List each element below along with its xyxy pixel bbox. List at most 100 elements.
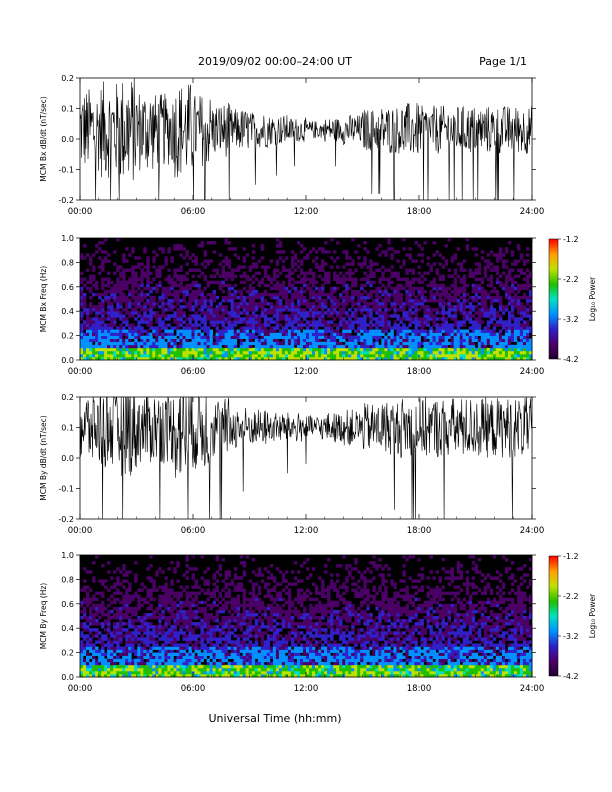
spectrogram-cell	[504, 274, 509, 278]
spectrogram-cell	[489, 335, 494, 339]
spectrogram-cell	[122, 347, 126, 352]
spectrogram-cell	[290, 283, 295, 288]
spectrogram-cell	[107, 622, 111, 626]
spectrogram-cell	[116, 280, 120, 285]
spectrogram-cell	[269, 335, 274, 339]
y-tick-label: 1.0	[61, 234, 74, 243]
spectrogram-cell	[290, 353, 295, 358]
spectrogram-cell	[119, 634, 123, 638]
spectrogram-cell	[140, 637, 144, 641]
spectrogram-cell	[272, 308, 277, 312]
spectrogram-cell	[456, 335, 461, 339]
spectrogram-cell	[474, 323, 479, 327]
spectrogram-cell	[152, 579, 156, 583]
spectrogram-cell	[137, 597, 141, 602]
spectrogram-cell	[408, 350, 412, 355]
spectrogram-cell	[420, 289, 424, 294]
spectrogram-cell	[110, 302, 114, 306]
spectrogram-cell	[80, 271, 84, 275]
spectrogram-cell	[483, 350, 488, 355]
spectrogram-cell	[104, 259, 108, 263]
spectrogram-cell	[411, 332, 415, 336]
spectrogram-cell	[297, 341, 301, 346]
spectrogram-cell	[143, 265, 147, 269]
spectrogram-cell	[516, 302, 521, 306]
spectrogram-cell	[128, 338, 132, 342]
spectrogram-cell	[327, 350, 331, 355]
spectrogram-cell	[179, 268, 183, 272]
spectrogram-cell	[98, 655, 102, 659]
spectrogram-cell	[185, 338, 189, 342]
spectrogram-cell	[284, 302, 289, 306]
spectrogram-cell	[462, 292, 467, 297]
spectrogram-cell	[483, 332, 488, 336]
spectrogram-cell	[441, 323, 445, 327]
spectrogram-cell	[173, 274, 177, 278]
spectrogram-cell	[173, 619, 177, 623]
spectrogram-cell	[200, 244, 204, 248]
spectrogram-cell	[384, 277, 388, 281]
spectrogram-cell	[224, 332, 228, 336]
spectrogram-cell	[251, 289, 256, 294]
spectrogram-cell	[297, 338, 301, 342]
spectrogram-cell	[209, 640, 213, 644]
spectrogram-cell	[200, 674, 204, 678]
spectrogram-cell	[519, 256, 524, 260]
spectrogram-cell	[360, 335, 364, 339]
spectrogram-cell	[89, 332, 93, 336]
spectrogram-cell	[236, 332, 241, 336]
spectrogram-cell	[453, 253, 458, 257]
spectrogram-cell	[281, 326, 286, 330]
spectrogram-cell	[254, 271, 259, 275]
spectrogram-cell	[498, 302, 503, 306]
spectrogram-cell	[122, 667, 126, 672]
spectrogram-cell	[95, 308, 99, 312]
spectrogram-cell	[188, 344, 192, 349]
spectrogram-cell	[372, 323, 376, 327]
spectrogram-cell	[348, 317, 352, 321]
spectrogram-cell	[179, 655, 183, 659]
spectrogram-cell	[113, 637, 117, 641]
spectrogram-cell	[504, 250, 509, 254]
spectrogram-cell	[92, 292, 96, 297]
spectrogram-cell	[143, 317, 147, 321]
spectrogram-cell	[423, 320, 427, 324]
spectrogram-cell	[182, 292, 186, 297]
spectrogram-cell	[149, 655, 153, 659]
spectrogram-cell	[92, 274, 96, 278]
spectrogram-cell	[526, 326, 530, 330]
spectrogram-cell	[438, 323, 442, 327]
spectrogram-cell	[312, 356, 316, 361]
spectrogram-cell	[456, 356, 461, 361]
spectrogram-cell	[170, 579, 174, 583]
spectrogram-cell	[146, 323, 150, 327]
spectrogram-cell	[209, 643, 213, 647]
spectrogram-cell	[188, 268, 192, 272]
spectrogram-cell	[197, 661, 201, 666]
spectrogram-cell	[480, 338, 485, 342]
spectrogram-cell	[194, 634, 198, 638]
spectrogram-cell	[95, 280, 99, 285]
spectrogram-cell	[119, 631, 123, 635]
spectrogram-cell	[513, 320, 518, 324]
spectrogram-cell	[242, 335, 247, 339]
spectrogram-cell	[387, 326, 391, 330]
spectrogram-cell	[227, 311, 232, 315]
spectrogram-cell	[529, 341, 533, 346]
spectrogram-cell	[134, 332, 138, 336]
spectrogram-cell	[284, 347, 289, 352]
spectrogram-cell	[191, 631, 195, 635]
spectrogram-cell	[125, 661, 129, 666]
spectrogram-cell	[173, 661, 177, 666]
spectrogram-cell	[128, 326, 132, 330]
spectrogram-cell	[423, 305, 427, 309]
spectrogram-cell	[167, 302, 171, 306]
spectrogram-cell	[495, 292, 500, 297]
spectrogram-cell	[104, 579, 108, 583]
spectrogram-cell	[158, 326, 162, 330]
spectrogram-cell	[266, 341, 271, 346]
spectrogram-cell	[101, 564, 105, 568]
spectrogram-cell	[221, 353, 225, 358]
spectrogram-cell	[224, 341, 228, 346]
spectrogram-cell	[152, 256, 156, 260]
